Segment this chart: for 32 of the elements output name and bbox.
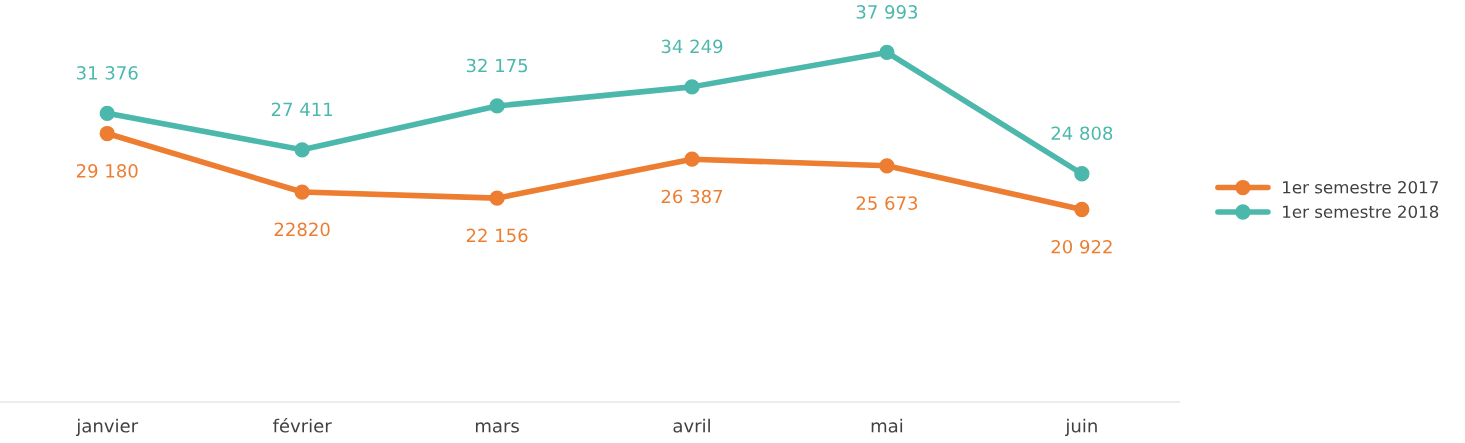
point (684, 151, 700, 167)
data-label: 26 387 (661, 189, 723, 204)
legend-label: 1er semestre 2017 (1283, 180, 1438, 194)
point (489, 98, 505, 114)
data-label: 37 993 (856, 5, 918, 19)
point (879, 44, 895, 61)
data-label: 27 411 (271, 102, 333, 116)
data-label: 32 175 (466, 58, 528, 73)
data-label: 34 249 (661, 39, 723, 54)
data-label: 24 808 (1051, 126, 1113, 141)
data-label: 31 376 (77, 66, 138, 80)
data-label: 25 673 (856, 196, 918, 210)
point (489, 190, 505, 206)
point (1074, 201, 1090, 218)
x-tick-label: février (272, 417, 332, 433)
x-tick-label: juin (1065, 418, 1097, 437)
data-label: 29 180 (76, 163, 138, 178)
legend-label: 1er semestre 2018 (1283, 205, 1439, 219)
point (294, 184, 310, 200)
point (294, 142, 310, 158)
data-label: 20 922 (1051, 239, 1112, 254)
point (1074, 166, 1090, 182)
x-tick-label: janvier (76, 418, 139, 437)
point (684, 79, 700, 95)
point (99, 105, 115, 121)
point (99, 125, 115, 142)
point (879, 158, 895, 174)
x-tick-label: mars (475, 422, 519, 433)
x-tick-label: avril (673, 418, 710, 433)
x-tick-label: mai (871, 418, 903, 433)
data-label: 22820 (274, 222, 330, 237)
data-label: 22 156 (466, 228, 528, 243)
